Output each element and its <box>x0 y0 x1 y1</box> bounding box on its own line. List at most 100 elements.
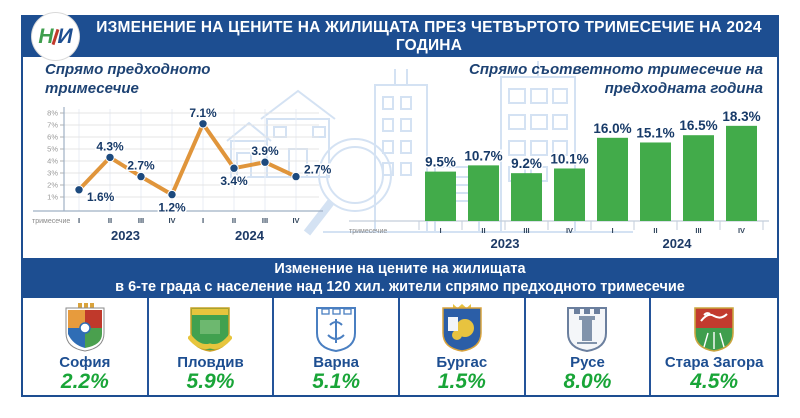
y-tick-label: 2% <box>47 180 58 189</box>
y-tick-label: 8% <box>47 108 58 117</box>
bar-label: 10.7% <box>464 148 502 163</box>
data-point <box>198 118 208 128</box>
y-tick-label: 3% <box>47 168 58 177</box>
city-value: 8.0% <box>563 370 612 393</box>
city-name: Бургас <box>436 354 488 371</box>
city-card: София 2.2% <box>23 298 149 395</box>
yoy-chart-section: Спрямо съответното тримесечие на предход… <box>347 61 773 251</box>
quarter-label: II <box>232 216 236 225</box>
year-label: 2024 <box>663 236 693 251</box>
quarter-label: IV <box>168 216 175 225</box>
quarter-label: IV <box>292 216 299 225</box>
data-point <box>291 171 301 181</box>
data-label: 4.3% <box>96 139 124 153</box>
data-point <box>136 171 146 181</box>
city-value: 5.9% <box>186 370 235 393</box>
bar-label: 16.0% <box>593 120 631 135</box>
quarter-label: I <box>611 226 613 235</box>
stara-zagora-coat-of-arms-icon <box>694 307 734 352</box>
data-label: 1.2% <box>158 200 186 214</box>
bar-label: 16.5% <box>679 118 717 133</box>
y-tick-label: 5% <box>47 144 58 153</box>
data-label: 3.4% <box>220 174 248 188</box>
data-label: 2.7% <box>304 162 331 176</box>
data-label: 1.6% <box>87 189 115 203</box>
data-label: 2.7% <box>127 158 155 172</box>
data-label: 7.1% <box>189 105 217 119</box>
y-tick-label: 4% <box>47 156 58 165</box>
x-axis-caption: тримесечие <box>349 228 387 235</box>
y-tick-label: 6% <box>47 132 58 141</box>
quarter-label: I <box>439 226 441 235</box>
logo-letter-n: Н <box>38 24 54 48</box>
quarter-label: II <box>653 226 657 235</box>
bar-label: 18.3% <box>722 108 760 123</box>
city-card: Бургас 1.5% <box>400 298 526 395</box>
quarter-label: I <box>78 216 80 225</box>
qoq-chart-title: Спрямо предходното тримесечие <box>45 61 211 97</box>
y-tick-label: 1% <box>47 192 58 201</box>
quarter-label: IV <box>566 226 573 235</box>
qoq-chart-section: Спрямо предходното тримесечие 1% 2% 3% 4% 5%… <box>31 61 331 249</box>
plovdiv-coat-of-arms-icon <box>188 307 233 352</box>
cities-row: София 2.2% Пловдив 5.9% Варна 5.1% Бургас 1.… <box>23 298 777 395</box>
bar <box>468 164 499 221</box>
city-value: 2.2% <box>60 370 109 393</box>
quarter-label: III <box>262 216 268 225</box>
city-card: Стара Загора 4.5% <box>651 298 777 395</box>
bar-label: 9.5% <box>425 154 456 169</box>
y-tick-label: 7% <box>47 120 58 129</box>
data-label: 3.9% <box>251 144 279 158</box>
price-line <box>77 121 298 197</box>
quarter-label: III <box>138 216 144 225</box>
yoy-bar-chart: тримесечие 9.5% I 10.7% II 9.2% III 10.1% IV 16.0… <box>349 107 769 251</box>
quarter-label: I <box>202 216 204 225</box>
quarter-label: IV <box>738 226 745 235</box>
bar <box>425 171 456 221</box>
city-name: Пловдив <box>177 354 244 371</box>
page-title: ИЗМЕНЕНИЕ НА ЦЕНИТЕ НА ЖИЛИЩАТА ПРЕЗ ЧЕТ… <box>96 19 762 54</box>
year-label: 2024 <box>235 228 265 243</box>
banner-line-2: в 6-те града с население над 120 хил. жи… <box>115 279 685 295</box>
year-label: 2023 <box>491 236 520 251</box>
bar <box>554 167 585 221</box>
yoy-chart-title: Спрямо съответното тримесечие на предход… <box>469 61 763 97</box>
city-value: 4.5% <box>690 370 739 393</box>
bar-label: 9.2% <box>511 156 542 171</box>
year-label: 2023 <box>111 228 140 243</box>
bar-label: 15.1% <box>636 125 674 140</box>
city-name: Русе <box>570 354 605 371</box>
logo-letter-i: И <box>57 24 73 48</box>
city-value: 1.5% <box>437 370 486 393</box>
bar <box>726 125 757 221</box>
bar-label: 10.1% <box>550 151 588 166</box>
burgas-coat-of-arms-icon <box>442 304 482 352</box>
ruse-coat-of-arms-icon <box>567 307 608 353</box>
varna-coat-of-arms-icon <box>316 307 357 353</box>
quarter-label: III <box>695 226 701 235</box>
data-point <box>260 157 270 167</box>
data-point <box>74 184 84 195</box>
city-name: София <box>59 354 111 371</box>
city-card: Русе 8.0% <box>526 298 652 395</box>
bar <box>640 141 671 221</box>
charts-panel: Спрямо предходното тримесечие 1% 2% 3% 4% 5%… <box>23 57 777 258</box>
city-name: Стара Загора <box>664 354 764 371</box>
data-point <box>105 152 115 162</box>
city-value: 5.1% <box>312 370 361 393</box>
summary-banner: Изменение на цените на жилищата в 6-те г… <box>23 258 777 298</box>
data-point <box>229 163 239 173</box>
bar <box>511 172 542 221</box>
bar <box>597 137 628 221</box>
qoq-line-chart: 1%2%3%4%5%6%7%8%тримесечие I II III IV I II III… <box>32 104 331 243</box>
bar <box>683 134 714 221</box>
city-card: Пловдив 5.9% <box>149 298 275 395</box>
banner-line-1: Изменение на цените на жилищата <box>274 261 526 277</box>
city-card: Варна 5.1% <box>274 298 400 395</box>
city-name: Варна <box>313 354 360 371</box>
data-point <box>167 189 177 199</box>
